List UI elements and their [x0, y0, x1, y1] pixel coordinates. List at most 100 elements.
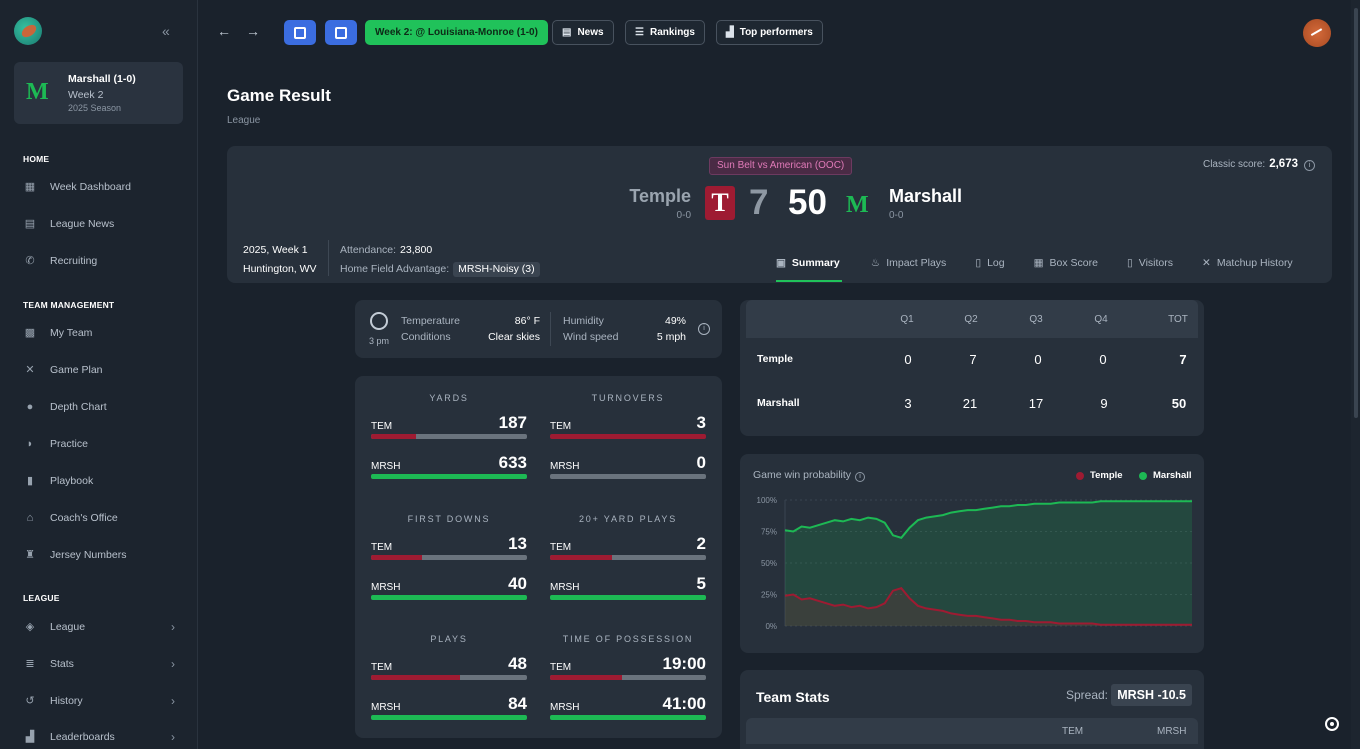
linescore-cell: 9 [1100, 396, 1108, 411]
sidebar-item-my-team[interactable]: ▩ My Team [23, 323, 183, 343]
linescore-cell: 0 [1099, 352, 1107, 367]
stat-bar [550, 555, 706, 560]
linescore-row-team[interactable]: Temple [757, 353, 793, 365]
legend-item-marshall: Marshall [1139, 470, 1192, 481]
stat-value: 5 [696, 574, 706, 593]
humidity-label: Humidity [563, 315, 604, 327]
team-icon: ▩ [24, 327, 36, 339]
sidebar-item-history[interactable]: ↺ History › [23, 691, 183, 711]
tab-summary[interactable]: ▣ Summary [776, 257, 842, 282]
stat-bar [371, 474, 527, 479]
section-league: LEAGUE [23, 593, 60, 603]
away-team-record: 0-0 [676, 210, 691, 221]
news-label: News [577, 27, 604, 38]
tab-label: Matchup History [1216, 257, 1293, 269]
stat-value: 2 [696, 534, 706, 553]
sidebar-item-stats[interactable]: ≣ Stats › [23, 654, 183, 674]
linescore-header-cell: TOT [1168, 314, 1188, 325]
stat-bar-fill [550, 555, 613, 560]
linescore-cell: 0 [1034, 352, 1042, 367]
sidebar-item-leaderboards[interactable]: ▟ Leaderboards › [23, 727, 183, 747]
stat-row-home: MRSH 84 [371, 694, 527, 724]
sidebar-item-label: Practice [50, 438, 88, 450]
team-stats-card: Team Stats Spread: MRSH -10.5 TEM MRSH [740, 670, 1204, 749]
football-avatar-icon[interactable] [1297, 13, 1337, 53]
marshall-logo-icon[interactable]: M [846, 192, 869, 218]
tab-visitors[interactable]: ▯ Visitors [1127, 257, 1173, 282]
home-team-name[interactable]: Marshall [889, 186, 963, 206]
gameplan-icon: ✕ [25, 364, 35, 376]
team-abbr: TEM [550, 542, 572, 553]
stat-bar-fill [371, 474, 527, 479]
area-marshall [785, 501, 1192, 626]
top-performers-button[interactable]: ▟ Top performers [716, 20, 823, 45]
stat-row-home: MRSH 633 [371, 453, 527, 483]
archive-button[interactable] [325, 20, 357, 45]
away-team-name[interactable]: Temple [629, 186, 691, 206]
news-button[interactable]: ▤ News [552, 20, 614, 45]
sidebar-item-playbook[interactable]: ▮ Playbook [23, 471, 183, 491]
tab-label: Visitors [1138, 257, 1174, 269]
team-abbr: TEM [371, 662, 393, 673]
team-abbr: MRSH [371, 582, 401, 593]
collapse-sidebar-icon[interactable]: « [162, 23, 170, 39]
linescore-row-team[interactable]: Marshall [757, 397, 800, 409]
section-team-management: TEAM MANAGEMENT [23, 300, 115, 310]
sidebar-item-jersey-numbers[interactable]: ♜ Jersey Numbers [23, 545, 183, 565]
tab-impact-plays[interactable]: ♨ Impact Plays [871, 257, 947, 282]
game-hero-card: Sun Belt vs American (OOC) Classic score… [227, 146, 1332, 283]
settings-gear-icon[interactable] [1325, 717, 1339, 731]
sidebar-item-coachs-office[interactable]: ⌂ Coach's Office [23, 508, 183, 528]
info-icon[interactable]: i [698, 323, 710, 335]
dashboard-button[interactable] [284, 20, 316, 45]
sidebar-item-league-news[interactable]: ▤ League News [23, 214, 183, 234]
spread-label: Spread: [1065, 688, 1108, 702]
layers-icon: ◈ [25, 621, 35, 633]
sidebar-item-practice[interactable]: ◗ Practice [23, 434, 183, 454]
stat-bar [371, 555, 527, 560]
stat-bar-fill [550, 715, 706, 720]
scrollbar-thumb[interactable] [1354, 8, 1358, 418]
sidebar-item-label: History [50, 695, 83, 707]
legend-label: Temple [1090, 470, 1123, 481]
tab-box-score[interactable]: ▦ Box Score [1034, 257, 1098, 282]
stat-bar [371, 715, 527, 720]
week-matchup-button[interactable]: Week 2: @ Louisiana-Monroe (1-0) [365, 20, 548, 45]
sidebar-item-game-plan[interactable]: ✕ Game Plan [23, 360, 183, 380]
attendance-value: 23,800 [400, 244, 433, 256]
chevron-right-icon: › [171, 730, 175, 744]
sidebar-item-depth-chart[interactable]: ● Depth Chart [23, 397, 183, 417]
info-icon[interactable]: i [855, 472, 866, 482]
summary-icon: ▣ [776, 257, 786, 269]
tab-matchup-history[interactable]: ✕ Matchup History [1202, 257, 1293, 282]
back-arrow-icon[interactable]: ← [217, 23, 231, 39]
forward-arrow-icon[interactable]: → [246, 23, 260, 39]
sidebar-item-league[interactable]: ◈ League › [23, 617, 183, 637]
sidebar-item-recruiting[interactable]: ✆ Recruiting [23, 251, 183, 271]
info-icon[interactable]: i [1304, 160, 1315, 171]
leaderboard-icon: ▟ [25, 731, 35, 743]
rankings-button[interactable]: ☰ Rankings [625, 20, 705, 45]
conditions-value: Clear skies [488, 331, 540, 343]
database-icon: ≣ [25, 658, 35, 670]
y-tick-label: 75% [761, 528, 777, 537]
home-team-record: 0-0 [889, 210, 904, 221]
classic-score-value: 2,673 [1269, 158, 1298, 170]
stat-bar-fill [371, 715, 527, 720]
stat-bar [550, 474, 706, 479]
temple-logo-icon[interactable]: T [705, 186, 735, 220]
app-logo-icon[interactable] [14, 17, 42, 45]
tab-log[interactable]: ▯ Log [975, 257, 1004, 282]
weather-card: 3 pm Temperature Conditions 86° F Clear … [355, 300, 722, 358]
team-abbr: MRSH [550, 582, 580, 593]
team-card[interactable]: M Marshall (1-0) Week 2 2025 Season [14, 62, 183, 124]
stat-title: PLAYS [430, 634, 468, 644]
flame-icon: ♨ [870, 257, 881, 269]
top-performers-label: Top performers [739, 27, 813, 38]
page-title: Game Result [227, 86, 331, 105]
rankings-label: Rankings [649, 27, 695, 38]
area-temple [785, 588, 1192, 626]
win-probability-chart[interactable]: 100% 75% 50% 25% 0% [740, 490, 1204, 640]
win-probability-title: Game win probability i [753, 469, 866, 482]
sidebar-item-week-dashboard[interactable]: ▦ Week Dashboard [23, 177, 183, 197]
